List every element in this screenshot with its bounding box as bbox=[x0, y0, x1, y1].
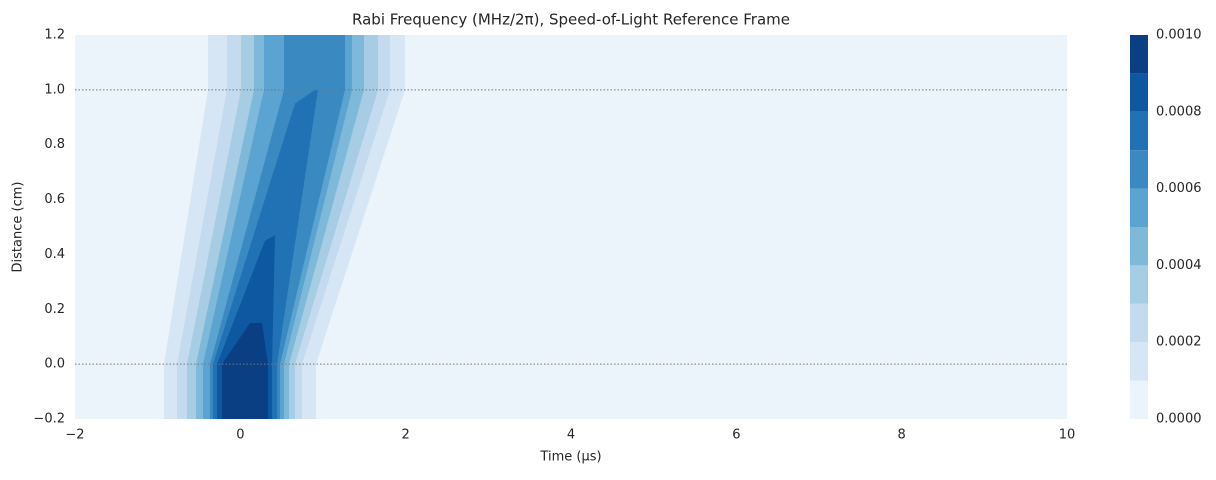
chart-title: Rabi Frequency (MHz/2π), Speed-of-Light … bbox=[352, 11, 790, 29]
colorbar-segment bbox=[1130, 342, 1148, 381]
colorbar-tick-label: 0.0000 bbox=[1156, 412, 1202, 427]
y-tick-label: −0.2 bbox=[33, 412, 65, 427]
x-tick-label: 8 bbox=[898, 428, 906, 443]
colorbar-segment bbox=[1130, 303, 1148, 343]
colorbar-segment bbox=[1130, 188, 1148, 227]
colorbar-segment bbox=[1130, 227, 1148, 266]
x-tick-label: 2 bbox=[402, 428, 410, 443]
y-tick-label: 1.0 bbox=[44, 82, 65, 97]
x-tick-label: −2 bbox=[65, 428, 84, 443]
x-tick-label: 0 bbox=[236, 428, 244, 443]
colorbar-tick-label: 0.0010 bbox=[1156, 28, 1202, 43]
colorbar-segment bbox=[1130, 265, 1148, 304]
colorbar-tick-label: 0.0008 bbox=[1156, 104, 1202, 119]
x-tick-label: 6 bbox=[732, 428, 740, 443]
colorbar-segment bbox=[1130, 73, 1148, 112]
y-tick-label: 0.8 bbox=[44, 137, 65, 152]
x-tick-label: 4 bbox=[567, 428, 575, 443]
colorbar-segment bbox=[1130, 111, 1148, 151]
colorbar-tick-label: 0.0002 bbox=[1156, 335, 1202, 350]
colorbar-segment bbox=[1130, 35, 1148, 74]
contour-region bbox=[221, 323, 269, 419]
y-tick-label: 0.0 bbox=[44, 357, 65, 372]
colorbar-tick-label: 0.0004 bbox=[1156, 258, 1202, 273]
y-tick-label: 1.2 bbox=[44, 28, 65, 43]
y-tick-label: 0.2 bbox=[44, 302, 65, 317]
y-tick-label: 0.4 bbox=[44, 247, 65, 262]
colorbar-segment bbox=[1130, 150, 1148, 189]
x-tick-label: 10 bbox=[1059, 428, 1076, 443]
x-axis-label: Time (μs) bbox=[539, 450, 601, 465]
colorbar-segment bbox=[1130, 380, 1148, 419]
colorbar-tick-label: 0.0006 bbox=[1156, 181, 1202, 196]
y-axis-label: Distance (cm) bbox=[11, 182, 26, 273]
y-tick-label: 0.6 bbox=[44, 192, 65, 207]
